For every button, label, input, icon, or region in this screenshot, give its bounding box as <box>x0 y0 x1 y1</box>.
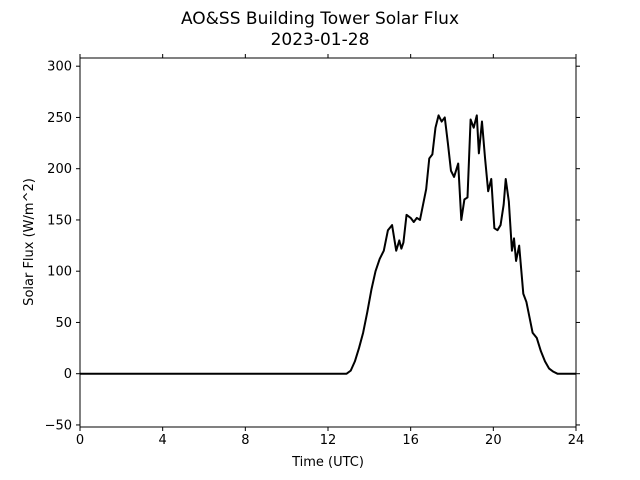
y-tick-label: 150 <box>47 213 72 228</box>
x-tick-label: 16 <box>402 433 419 448</box>
y-tick-label: 300 <box>47 60 72 75</box>
x-tick-label: 8 <box>241 433 249 448</box>
x-tick-label: 4 <box>159 433 167 448</box>
series-line-0 <box>80 114 576 375</box>
y-tick-label: 200 <box>47 162 72 177</box>
x-tick-label: 12 <box>320 433 337 448</box>
y-tick-label: 50 <box>55 316 72 331</box>
y-tick-label: 0 <box>64 367 72 382</box>
y-tick-label: −50 <box>45 418 72 433</box>
x-tick-label: 24 <box>568 433 585 448</box>
chart-subtitle: 2023-01-28 <box>271 30 370 50</box>
chart-title: AO&SS Building Tower Solar Flux <box>181 9 459 29</box>
y-tick-label: 100 <box>47 265 72 280</box>
plot-frame <box>79 57 577 428</box>
y-axis-label: Solar Flux (W/m^2) <box>22 178 37 306</box>
x-axis-label: Time (UTC) <box>291 455 364 470</box>
x-tick-label: 20 <box>485 433 502 448</box>
y-tick-label: 250 <box>47 111 72 126</box>
plot-area: 0 4 8 12 16 20 24 −50 0 50 100 150 200 250 300 <box>45 54 585 448</box>
x-tick-label: 0 <box>76 433 84 448</box>
